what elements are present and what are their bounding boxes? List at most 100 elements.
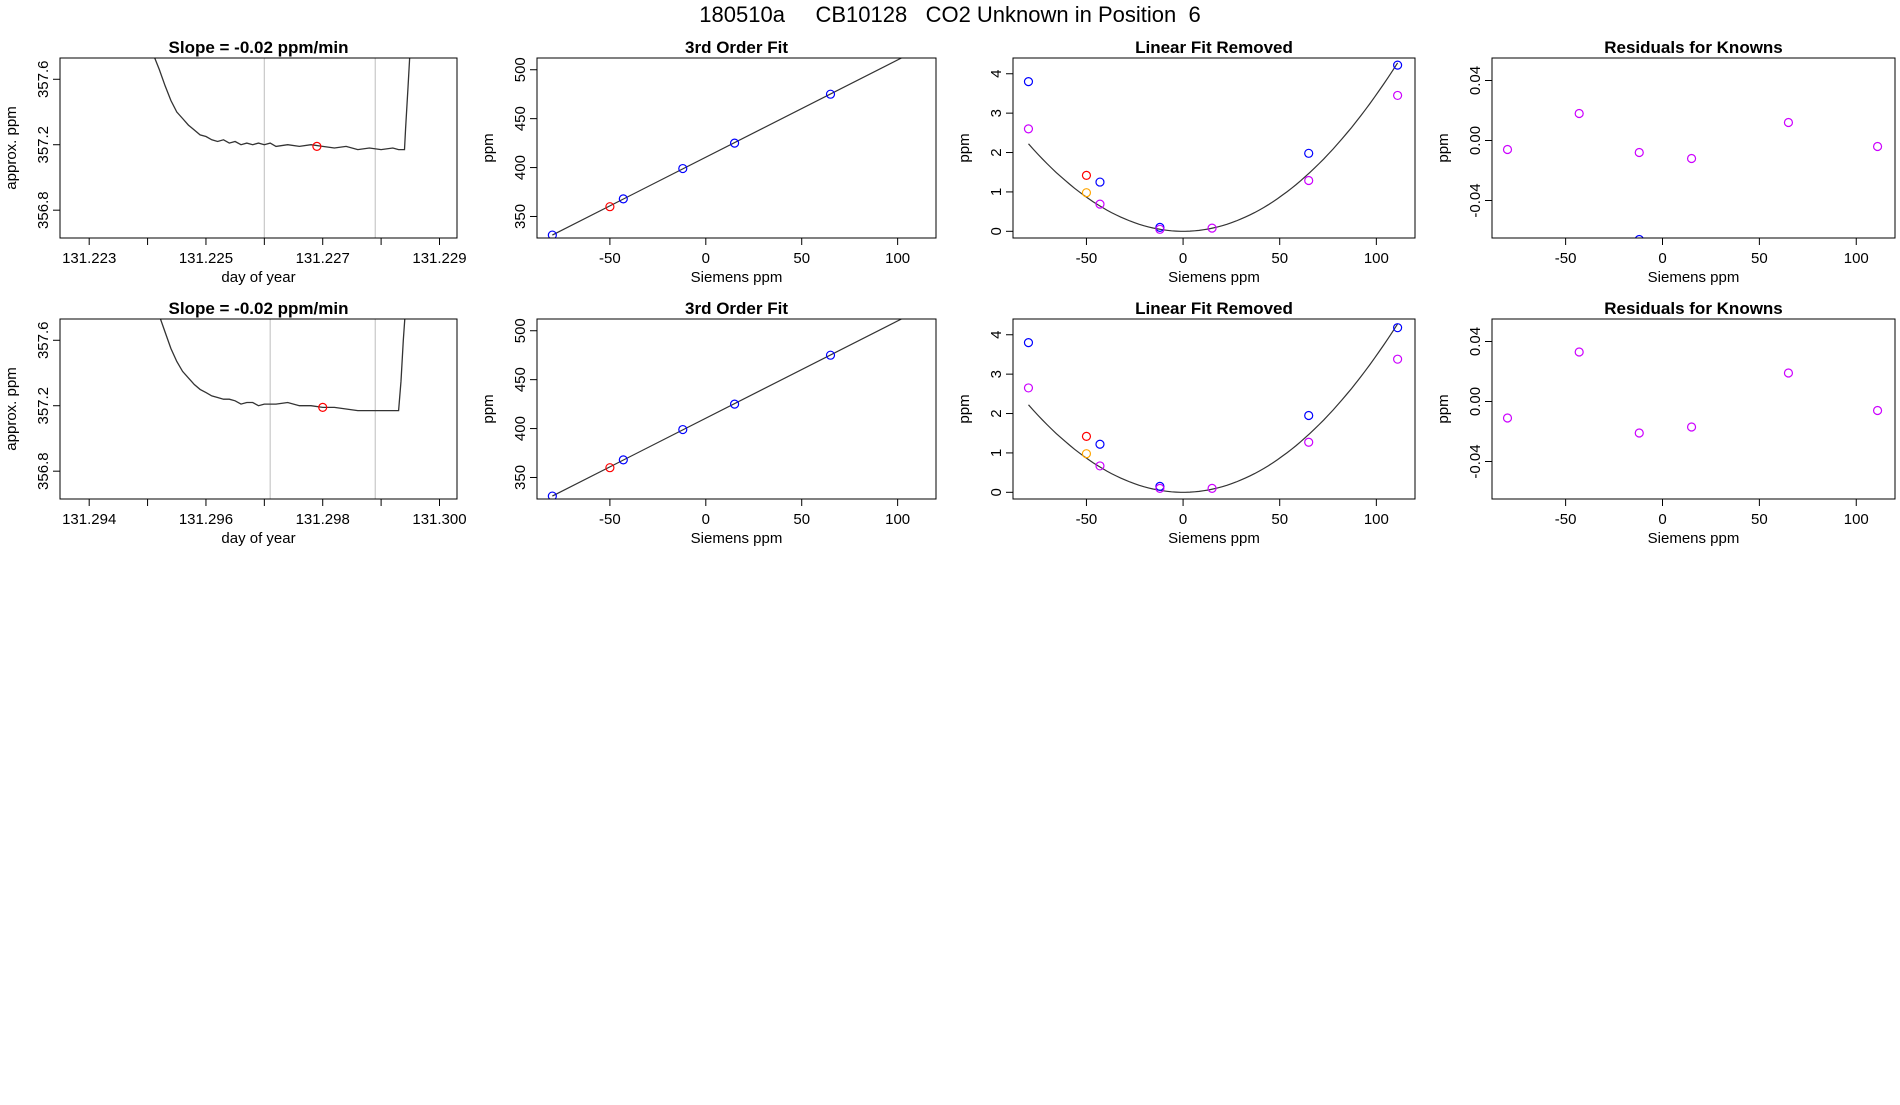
plot-frame — [536, 318, 937, 500]
y-tick-label: 0 — [988, 227, 1005, 235]
panel-3: Linear Fit Removed -50 0 50 100 0 1 2 3 4 Siemens … — [956, 38, 1416, 286]
x-tick-label: 50 — [793, 250, 810, 267]
data-point-knowns — [729, 399, 740, 409]
y-tick-label: 2 — [988, 148, 1005, 156]
y-tick-label: 1 — [988, 188, 1005, 196]
data-point-residual — [1393, 354, 1403, 364]
x-tick-label: 131.223 — [62, 250, 116, 267]
x-tick-label: 100 — [1844, 250, 1869, 267]
x-tick-label: 100 — [885, 250, 910, 267]
data-point-unknown — [605, 202, 615, 212]
panel-title: Slope = -0.02 ppm/min — [169, 38, 349, 57]
y-tick-label: 2 — [988, 409, 1005, 417]
plot-frame — [1012, 318, 1416, 500]
x-tick-label: 50 — [1751, 511, 1768, 528]
x-tick-label: 100 — [1844, 511, 1869, 528]
y-tick-label: 400 — [512, 416, 529, 441]
x-tick-label: 50 — [793, 511, 810, 528]
data-point-knowns — [1023, 338, 1034, 348]
plot-frame — [536, 57, 937, 239]
x-tick-label: 50 — [1271, 250, 1288, 267]
x-tick-label: 0 — [1179, 250, 1187, 267]
plot-frame — [1491, 318, 1896, 500]
data-point-knowns — [1393, 323, 1403, 333]
y-tick-label: 0.04 — [1467, 327, 1484, 356]
data-point-residual — [1155, 224, 1165, 234]
plot-frame — [1491, 57, 1896, 239]
x-tick-label: 131.227 — [296, 250, 350, 267]
plot-area — [547, 58, 903, 238]
data-point-knowns — [678, 424, 688, 435]
y-axis-label: approx. ppm — [3, 367, 20, 450]
y-tick-label: 450 — [512, 106, 529, 131]
data-point-residual — [1872, 405, 1883, 416]
data-point-residual — [1155, 483, 1165, 493]
data-point-knowns — [618, 194, 628, 204]
data-point-unknown — [1081, 431, 1092, 441]
fit-curve — [1028, 323, 1399, 493]
x-tick-label: 100 — [1364, 511, 1389, 528]
data-point-knowns — [1095, 439, 1105, 449]
y-axis-label: ppm — [1435, 133, 1452, 162]
data-point-knowns — [547, 491, 557, 499]
panel-8: Residuals for Knowns -50 0 50 100 -0.04 0.00 0.… — [1435, 299, 1896, 547]
x-axis-label: Siemens ppm — [1648, 530, 1740, 547]
data-point-residual — [1207, 223, 1217, 233]
x-tick-label: 131.229 — [412, 250, 466, 267]
y-tick-label: 0.00 — [1467, 387, 1484, 416]
series-line — [159, 319, 406, 412]
x-tick-label: 100 — [1364, 250, 1389, 267]
panel-title: Linear Fit Removed — [1135, 299, 1293, 318]
y-tick-label: 350 — [512, 465, 529, 490]
y-tick-label: 357.2 — [35, 126, 52, 164]
y-tick-label: 357.2 — [35, 387, 52, 425]
x-tick-label: 131.300 — [412, 511, 466, 528]
data-point-residual — [1393, 90, 1403, 101]
y-tick-label: 4 — [988, 70, 1005, 78]
data-point-knowns — [618, 455, 628, 465]
data-point-knowns — [915, 306, 923, 314]
data-point-residual — [1304, 437, 1314, 447]
y-tick-label: 350 — [512, 204, 529, 229]
x-tick-label: -50 — [1555, 250, 1577, 267]
plot-area — [547, 306, 923, 499]
x-tick-label: -50 — [1076, 511, 1098, 528]
data-point-residual — [1574, 347, 1584, 357]
x-axis-label: day of year — [221, 269, 295, 286]
x-tick-label: 131.294 — [62, 511, 116, 528]
panel-4: Residuals for Knowns -50 0 50 100 -0.04 0.00 0.… — [1435, 38, 1896, 286]
y-tick-label: 3 — [988, 109, 1005, 117]
y-tick-label: 0.00 — [1467, 126, 1484, 155]
plot-area — [159, 319, 406, 499]
data-point-knowns — [825, 89, 836, 99]
panel-title: Linear Fit Removed — [1135, 38, 1293, 57]
y-tick-label: 356.8 — [35, 191, 52, 229]
x-tick-label: 0 — [1658, 250, 1666, 267]
data-point-residual — [1634, 428, 1644, 438]
y-tick-label: 400 — [512, 155, 529, 180]
plot-area — [1023, 323, 1403, 493]
data-point-knowns — [1634, 234, 1644, 238]
data-point-knowns — [729, 138, 740, 148]
data-point-residual — [1207, 483, 1217, 493]
panel-title: 3rd Order Fit — [685, 299, 788, 318]
data-point-knowns — [678, 163, 688, 174]
y-axis-label: ppm — [956, 394, 973, 423]
panel-7: Linear Fit Removed -50 0 50 100 0 1 2 3 4 Siemens … — [956, 299, 1416, 547]
y-axis-label: ppm — [480, 394, 497, 423]
y-tick-label: 0.04 — [1467, 66, 1484, 95]
plot-frame — [59, 318, 458, 500]
data-point-knowns — [1304, 148, 1314, 158]
data-point-extra — [1081, 188, 1092, 198]
x-tick-label: -50 — [599, 250, 621, 267]
y-tick-label: -0.04 — [1467, 183, 1484, 217]
data-point-residual — [1686, 153, 1697, 164]
x-tick-label: 0 — [1179, 511, 1187, 528]
y-tick-label: 4 — [988, 331, 1005, 339]
data-point-knowns — [1023, 77, 1034, 87]
y-tick-label: 0 — [988, 488, 1005, 496]
panel-title: 3rd Order Fit — [685, 38, 788, 57]
data-point-residual — [1095, 199, 1105, 209]
x-tick-label: 131.298 — [296, 511, 350, 528]
